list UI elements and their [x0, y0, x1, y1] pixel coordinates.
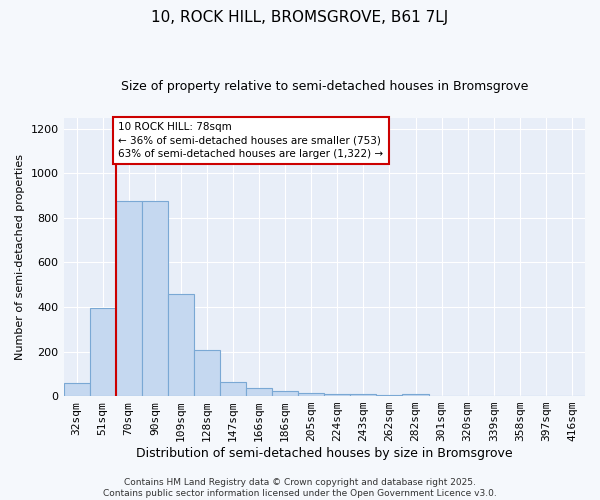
- Text: 10, ROCK HILL, BROMSGROVE, B61 7LJ: 10, ROCK HILL, BROMSGROVE, B61 7LJ: [151, 10, 449, 25]
- Title: Size of property relative to semi-detached houses in Bromsgrove: Size of property relative to semi-detach…: [121, 80, 528, 93]
- Bar: [142, 202, 168, 396]
- Bar: [376, 395, 403, 396]
- Y-axis label: Number of semi-detached properties: Number of semi-detached properties: [15, 154, 25, 360]
- Bar: [89, 308, 116, 396]
- X-axis label: Distribution of semi-detached houses by size in Bromsgrove: Distribution of semi-detached houses by …: [136, 447, 512, 460]
- Bar: [298, 392, 324, 396]
- Text: 10 ROCK HILL: 78sqm
← 36% of semi-detached houses are smaller (753)
63% of semi-: 10 ROCK HILL: 78sqm ← 36% of semi-detach…: [118, 122, 383, 158]
- Bar: [168, 294, 194, 396]
- Bar: [246, 388, 272, 396]
- Bar: [350, 394, 376, 396]
- Text: Contains HM Land Registry data © Crown copyright and database right 2025.
Contai: Contains HM Land Registry data © Crown c…: [103, 478, 497, 498]
- Bar: [403, 394, 428, 396]
- Bar: [272, 390, 298, 396]
- Bar: [324, 394, 350, 396]
- Bar: [220, 382, 246, 396]
- Bar: [116, 202, 142, 396]
- Bar: [194, 350, 220, 396]
- Bar: [64, 382, 89, 396]
